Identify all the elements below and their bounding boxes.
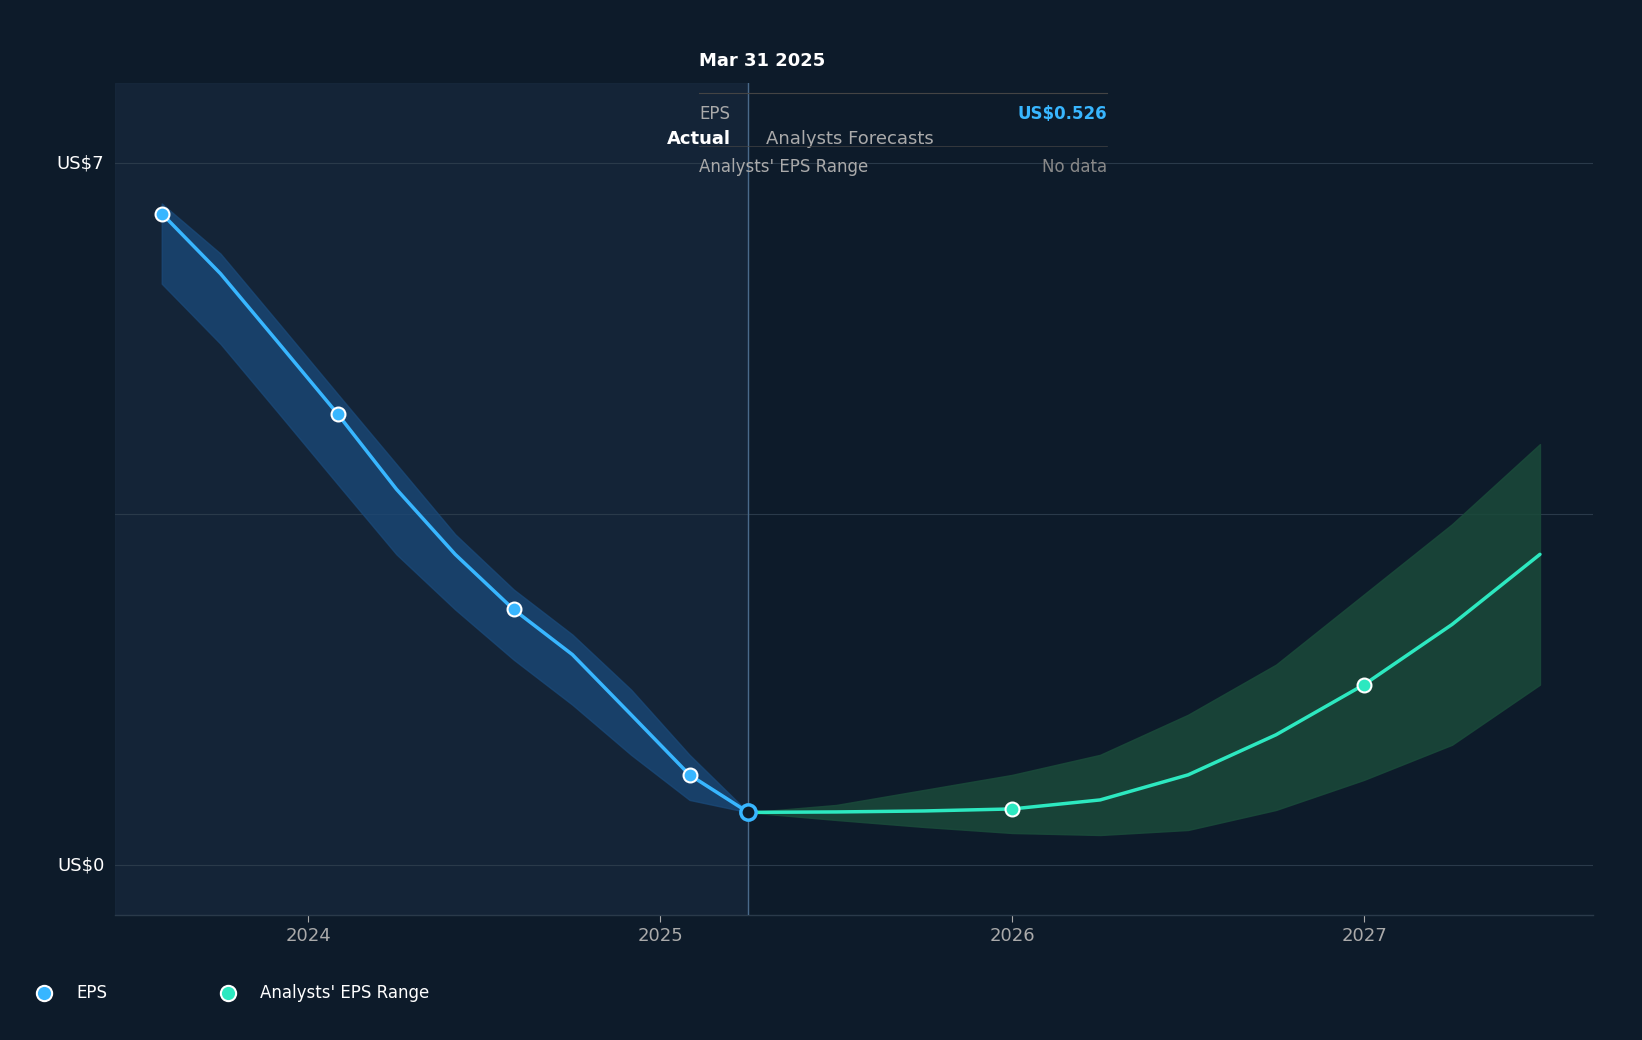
Text: EPS: EPS <box>699 105 731 124</box>
Bar <box>115 83 749 915</box>
Text: Actual: Actual <box>667 130 731 149</box>
Text: EPS: EPS <box>76 984 107 1003</box>
Text: Analysts' EPS Range: Analysts' EPS Range <box>259 984 429 1003</box>
Text: US$7: US$7 <box>57 154 105 173</box>
Text: No data: No data <box>1043 158 1107 177</box>
Text: Analysts' EPS Range: Analysts' EPS Range <box>699 158 869 177</box>
Text: Analysts Forecasts: Analysts Forecasts <box>765 130 934 149</box>
Text: US$0: US$0 <box>57 856 105 874</box>
Text: US$0.526: US$0.526 <box>1018 105 1107 124</box>
Text: Mar 31 2025: Mar 31 2025 <box>699 52 826 71</box>
